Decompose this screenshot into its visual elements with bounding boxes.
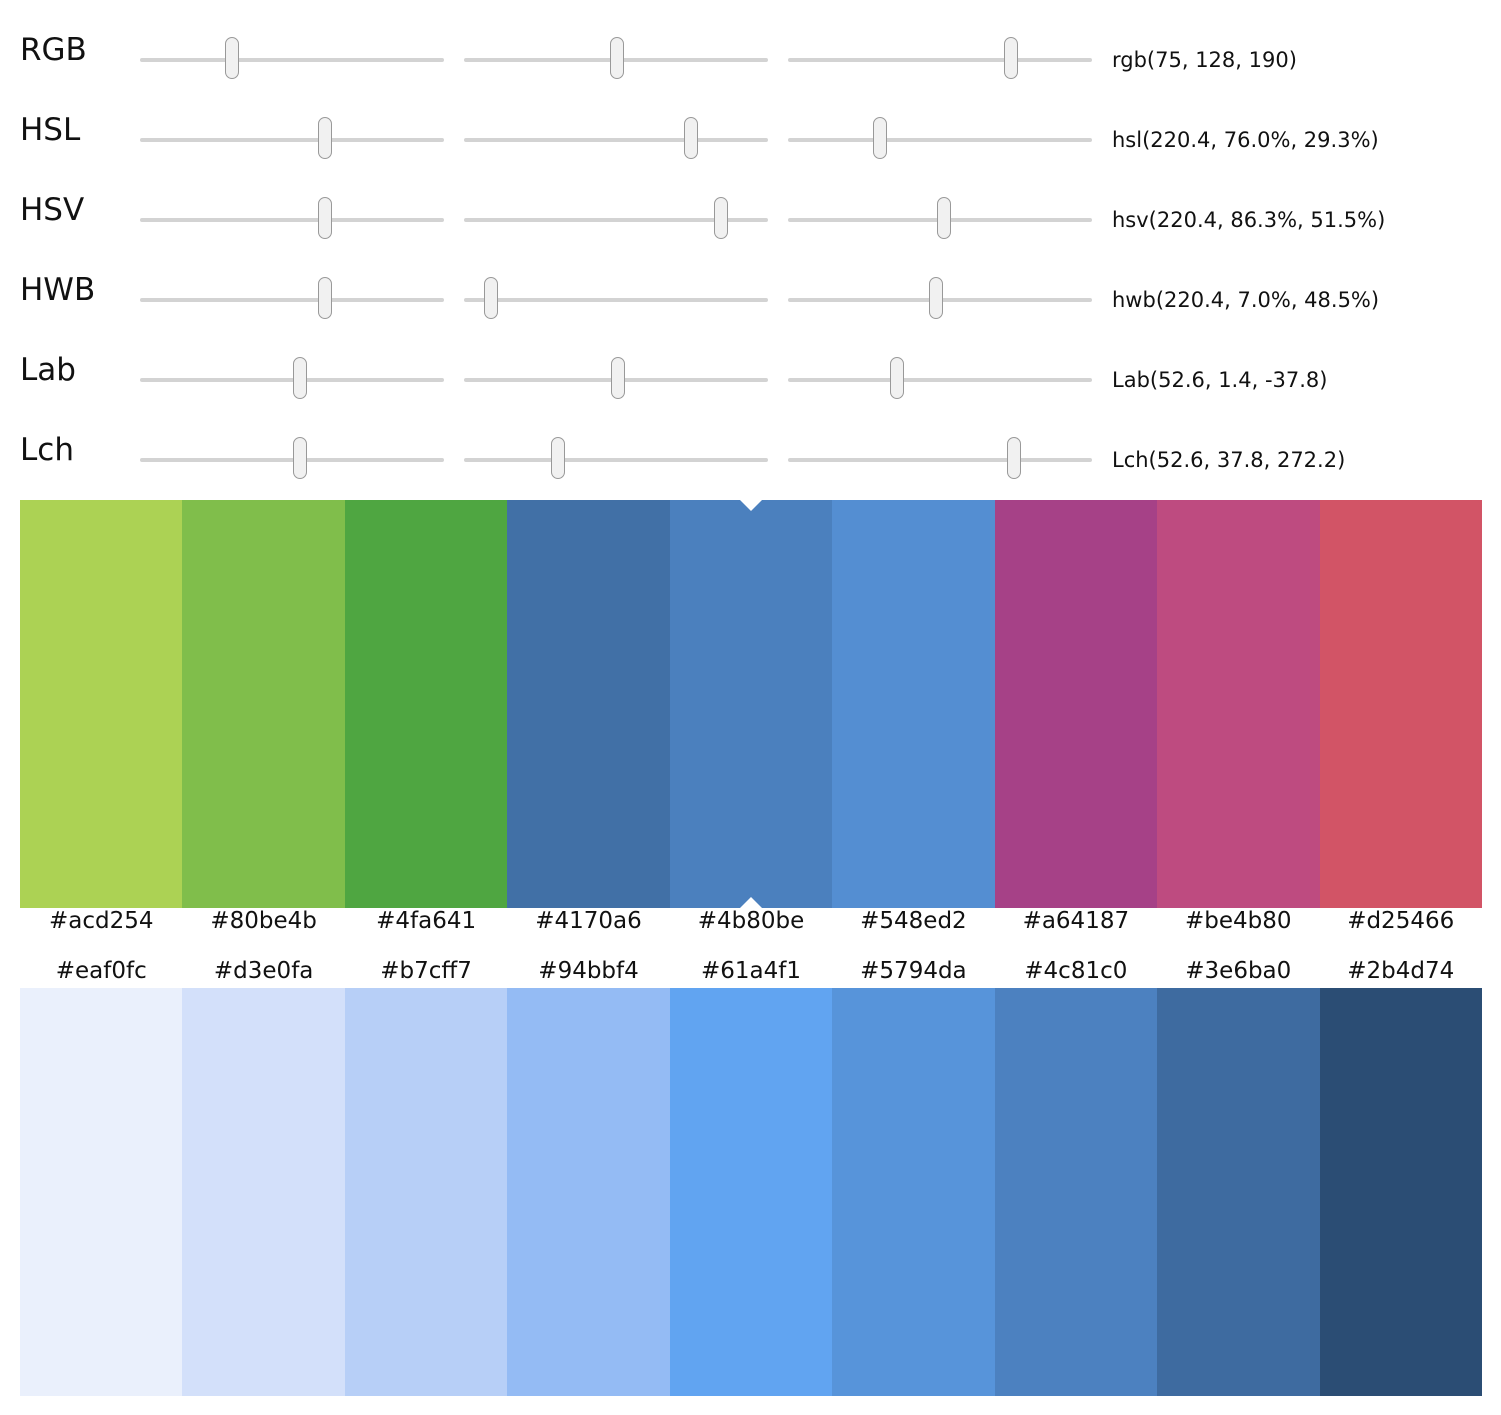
selected-marker-top — [740, 500, 762, 511]
palette-swatch[interactable] — [832, 500, 995, 908]
palette-swatch[interactable] — [20, 500, 183, 908]
shade-swatch[interactable] — [344, 988, 508, 1396]
color-value-text: hsl(220.4, 76.0%, 29.3%) — [1112, 128, 1379, 152]
color-value-text: hwb(220.4, 7.0%, 48.5%) — [1112, 288, 1380, 312]
slider-row-lch: Lch Lch(52.6, 37.8, 272.2) — [0, 410, 1501, 490]
slider-thumb[interactable] — [225, 37, 240, 79]
slider-track[interactable] — [140, 437, 444, 479]
shade-swatch[interactable] — [669, 988, 833, 1396]
palette-swatch[interactable] — [182, 500, 345, 908]
hex-label: #be4b80 — [1185, 908, 1292, 934]
slider-track[interactable] — [464, 277, 768, 319]
shade-swatch[interactable] — [832, 988, 995, 1396]
slider-track[interactable] — [788, 117, 1092, 159]
slider-thumb[interactable] — [890, 357, 905, 399]
hex-label: #94bbf4 — [538, 958, 639, 984]
slider-row-hsv: HSV hsv(220.4, 86.3%, 51.5%) — [0, 170, 1501, 250]
palette-swatches — [20, 500, 1482, 908]
shade-swatch[interactable] — [994, 988, 1158, 1396]
slider-row-rgb: RGB rgb(75, 128, 190) — [0, 10, 1501, 90]
palette-swatch[interactable] — [1319, 500, 1482, 908]
slider-row-lab: Lab Lab(52.6, 1.4, -37.8) — [0, 330, 1501, 410]
shade-swatch[interactable] — [1157, 988, 1320, 1396]
slider-thumb[interactable] — [292, 357, 307, 399]
slider-thumb[interactable] — [872, 117, 887, 159]
slider-track[interactable] — [140, 37, 444, 79]
slider-track[interactable] — [464, 37, 768, 79]
slider-track[interactable] — [464, 197, 768, 239]
slider-track[interactable] — [140, 197, 444, 239]
hex-label: #d3e0fa — [213, 958, 314, 984]
slider-thumb[interactable] — [1004, 37, 1019, 79]
hex-label: #b7cff7 — [380, 958, 472, 984]
model-label: Lab — [20, 352, 76, 388]
slider-track[interactable] — [788, 357, 1092, 399]
hex-label: #eaf0fc — [55, 958, 147, 984]
slider-row-hsl: HSL hsl(220.4, 76.0%, 29.3%) — [0, 90, 1501, 170]
slider-track[interactable] — [788, 277, 1092, 319]
slider-thumb[interactable] — [292, 437, 307, 479]
color-value-text: Lch(52.6, 37.8, 272.2) — [1112, 448, 1346, 472]
slider-thumb[interactable] — [684, 117, 699, 159]
slider-thumb[interactable] — [317, 277, 332, 319]
palette-swatch[interactable] — [669, 500, 833, 908]
model-label: HWB — [20, 272, 96, 308]
slider-thumb[interactable] — [937, 197, 952, 239]
slider-thumb[interactable] — [317, 117, 332, 159]
hex-label: #4170a6 — [535, 908, 642, 934]
slider-thumb[interactable] — [928, 277, 943, 319]
model-label: HSL — [20, 112, 81, 148]
shade-labels: #eaf0fc #d3e0fa #b7cff7 #94bbf4 #61a4f1 #5794… — [20, 958, 1482, 984]
hex-label: #a64187 — [1022, 908, 1130, 934]
hex-label: #4c81c0 — [1024, 958, 1128, 984]
slider-row-hwb: HWB hwb(220.4, 7.0%, 48.5%) — [0, 250, 1501, 330]
slider-thumb[interactable] — [610, 357, 625, 399]
slider-track[interactable] — [788, 197, 1092, 239]
palette-swatch[interactable] — [1157, 500, 1320, 908]
slider-track[interactable] — [464, 437, 768, 479]
slider-track[interactable] — [788, 37, 1092, 79]
shade-swatch[interactable] — [1319, 988, 1482, 1396]
shade-swatch[interactable] — [507, 988, 670, 1396]
palette-swatch[interactable] — [344, 500, 508, 908]
model-label: RGB — [20, 32, 87, 68]
shade-swatches — [20, 988, 1482, 1396]
color-value-text: rgb(75, 128, 190) — [1112, 48, 1297, 72]
hex-label: #2b4d74 — [1347, 958, 1455, 984]
slider-track[interactable] — [788, 437, 1092, 479]
hex-label: #4b80be — [697, 908, 805, 934]
hex-label: #acd254 — [48, 908, 154, 934]
hex-label: #61a4f1 — [700, 958, 801, 984]
shade-swatch[interactable] — [20, 988, 183, 1396]
slider-track[interactable] — [140, 277, 444, 319]
slider-track[interactable] — [140, 357, 444, 399]
model-label: Lch — [20, 432, 74, 468]
slider-track[interactable] — [140, 117, 444, 159]
hex-label: #3e6ba0 — [1185, 958, 1292, 984]
slider-thumb[interactable] — [609, 37, 624, 79]
selected-marker-bottom — [740, 897, 762, 908]
slider-thumb[interactable] — [714, 197, 729, 239]
slider-thumb[interactable] — [551, 437, 565, 479]
color-value-text: Lab(52.6, 1.4, -37.8) — [1112, 368, 1328, 392]
hex-label: #548ed2 — [860, 908, 967, 934]
hex-label: #80be4b — [210, 908, 317, 934]
shade-swatch[interactable] — [182, 988, 345, 1396]
slider-track[interactable] — [464, 357, 768, 399]
slider-thumb[interactable] — [317, 197, 332, 239]
slider-thumb[interactable] — [1007, 437, 1022, 479]
hex-label: #d25466 — [1347, 908, 1455, 934]
hex-label: #5794da — [860, 958, 967, 984]
palette-labels: #acd254 #80be4b #4fa641 #4170a6 #4b80be #548e… — [20, 908, 1482, 934]
hex-label: #4fa641 — [376, 908, 477, 934]
palette-swatch[interactable] — [507, 500, 670, 908]
model-label: HSV — [20, 192, 85, 228]
slider-thumb[interactable] — [484, 277, 499, 319]
color-value-text: hsv(220.4, 86.3%, 51.5%) — [1112, 208, 1386, 232]
slider-track[interactable] — [464, 117, 768, 159]
palette-swatch[interactable] — [994, 500, 1158, 908]
